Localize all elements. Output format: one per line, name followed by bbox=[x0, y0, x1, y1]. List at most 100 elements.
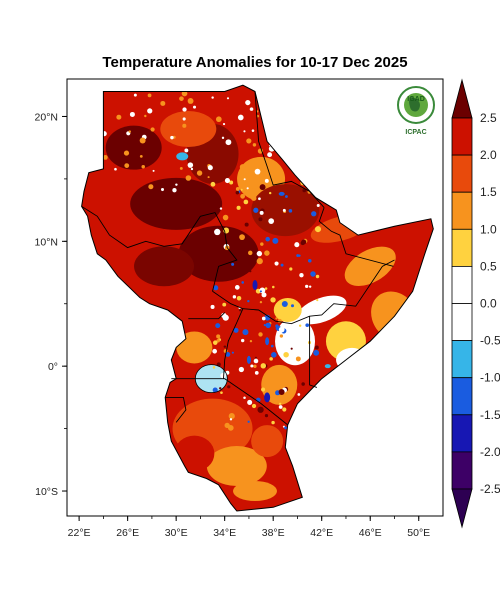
anomaly-speckle bbox=[288, 209, 293, 213]
anomaly-speckle bbox=[244, 222, 249, 227]
anomaly-speckle bbox=[224, 177, 230, 184]
country-border bbox=[81, 206, 238, 292]
anomaly-speckle bbox=[259, 210, 264, 215]
anomaly-speckle bbox=[232, 295, 237, 299]
anomaly-speckle bbox=[284, 426, 288, 430]
anomaly-speckle bbox=[278, 405, 283, 409]
anomaly-speckle bbox=[280, 263, 284, 267]
colorbar-max-arrow bbox=[451, 78, 473, 119]
anomaly-speckle bbox=[215, 116, 222, 123]
anomaly-speckle bbox=[212, 340, 218, 345]
anomaly-speckle bbox=[258, 217, 263, 222]
anomaly-speckle bbox=[261, 292, 267, 298]
anomaly-speckle bbox=[247, 420, 250, 423]
lon-tick-label: 42°E bbox=[310, 527, 333, 539]
anomaly-speckle bbox=[291, 387, 294, 390]
colorbar-label: 1.5 bbox=[480, 185, 497, 199]
anomaly-speckle bbox=[243, 130, 246, 133]
anomaly-speckle bbox=[133, 93, 137, 97]
anomaly-speckle bbox=[259, 290, 262, 293]
anomaly-speckle bbox=[179, 166, 183, 170]
anomaly-speckle bbox=[184, 148, 189, 153]
anomaly-speckle bbox=[260, 242, 264, 246]
anomaly-speckle bbox=[264, 413, 269, 418]
anomaly-speckle bbox=[187, 98, 194, 104]
colorbar-label: -1.5 bbox=[480, 408, 500, 422]
anomaly-patch bbox=[206, 446, 267, 487]
anomaly-speckle bbox=[298, 324, 302, 327]
anomaly-speckle bbox=[212, 348, 218, 354]
anomaly-patch bbox=[278, 191, 285, 196]
lat-tick-label: 20°N bbox=[35, 111, 58, 123]
anomaly-speckle bbox=[265, 322, 271, 329]
anomaly-speckle bbox=[214, 228, 221, 236]
colorbar-min-arrow bbox=[451, 488, 473, 529]
anomaly-speckle bbox=[224, 422, 230, 429]
anomaly-speckle bbox=[269, 357, 273, 361]
anomaly-speckle bbox=[185, 175, 192, 181]
anomaly-speckle bbox=[258, 332, 263, 337]
anomaly-speckle bbox=[222, 214, 229, 221]
anomaly-speckle bbox=[196, 170, 203, 176]
anomaly-speckle bbox=[228, 413, 235, 420]
anomaly-speckle bbox=[251, 184, 257, 189]
anomaly-speckle bbox=[228, 227, 234, 233]
anomaly-speckle bbox=[256, 258, 263, 265]
anomaly-speckle bbox=[311, 211, 317, 217]
anomaly-patch bbox=[233, 481, 277, 502]
anomaly-speckle bbox=[170, 135, 174, 140]
anomaly-speckle bbox=[150, 127, 155, 132]
lon-tick-label: 26°E bbox=[116, 527, 139, 539]
anomaly-speckle bbox=[246, 138, 252, 144]
anomaly-speckle bbox=[281, 301, 288, 308]
anomaly-speckle bbox=[283, 351, 289, 358]
colorbar-swatch bbox=[451, 117, 473, 156]
anomaly-speckle bbox=[175, 183, 178, 186]
anomaly-speckle bbox=[307, 259, 312, 263]
anomaly-speckle bbox=[114, 167, 117, 171]
anomaly-speckle bbox=[179, 96, 184, 101]
lon-tick-label: 34°E bbox=[213, 527, 236, 539]
colorbar-swatch bbox=[451, 303, 473, 341]
anomaly-speckle bbox=[193, 105, 197, 109]
anomaly-speckle bbox=[256, 250, 263, 257]
anomaly-speckle bbox=[227, 385, 231, 389]
anomaly-speckle bbox=[278, 389, 285, 396]
anomaly-speckle bbox=[242, 329, 249, 336]
anomaly-speckle bbox=[226, 97, 230, 100]
anomaly-speckle bbox=[254, 356, 257, 359]
anomaly-speckle bbox=[305, 323, 310, 328]
colorbar: 2.5 2.0 1.5 1.0 0.5 0.0 -0.5 -1.0 -1.5 -2.0 -2.5 bbox=[451, 78, 500, 529]
anomaly-speckle bbox=[274, 261, 279, 266]
anomaly-speckle bbox=[236, 296, 242, 301]
anomaly-speckle bbox=[216, 334, 221, 339]
anomaly-speckle bbox=[260, 387, 266, 392]
anomaly-speckle bbox=[251, 195, 257, 201]
lat-tick-label: 10°N bbox=[35, 236, 58, 248]
anomaly-speckle bbox=[231, 262, 235, 266]
colorbar-label: -2.0 bbox=[480, 445, 500, 459]
lon-tick-label: 50°E bbox=[407, 527, 430, 539]
anomaly-speckle bbox=[271, 420, 275, 425]
anomaly-patch bbox=[134, 246, 195, 287]
anomaly-speckle bbox=[219, 387, 222, 390]
country-border bbox=[188, 312, 226, 320]
anomaly-patch bbox=[176, 152, 189, 161]
anomaly-speckle bbox=[315, 274, 320, 279]
anomaly-speckle bbox=[225, 352, 231, 357]
anomaly-speckle bbox=[229, 180, 234, 185]
anomaly-speckle bbox=[294, 242, 300, 248]
anomaly-patch bbox=[264, 392, 271, 403]
anomaly-speckle bbox=[254, 168, 261, 175]
icpac-logo: IGAD ICPAC bbox=[397, 86, 435, 136]
colorbar-swatch bbox=[451, 191, 473, 230]
anomaly-speckle bbox=[241, 281, 245, 284]
anomaly-speckle bbox=[251, 403, 257, 409]
anomaly-speckle bbox=[207, 176, 210, 179]
logo-top-text: IGAD bbox=[407, 96, 425, 103]
anomaly-patch bbox=[251, 425, 284, 458]
anomaly-speckle bbox=[270, 297, 276, 303]
colorbar-swatch bbox=[451, 377, 473, 416]
anomaly-speckle bbox=[141, 165, 145, 169]
lon-tick-label: 30°E bbox=[165, 527, 188, 539]
